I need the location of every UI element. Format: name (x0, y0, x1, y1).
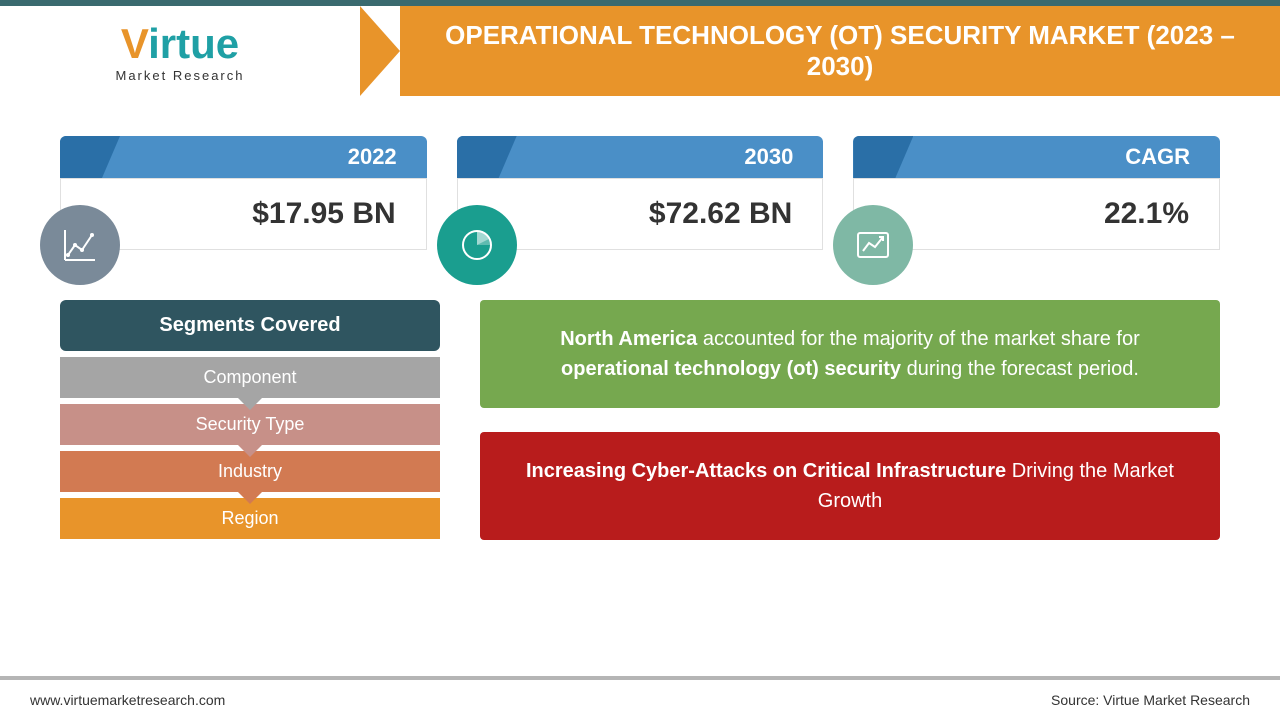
stat-label: CAGR (853, 136, 1220, 178)
segment-item: Industry (60, 451, 440, 492)
logo-area: Virtue Market Research (0, 6, 360, 96)
logo-subtitle: Market Research (116, 68, 245, 83)
line-chart-icon (40, 205, 120, 285)
logo-text: Virtue (121, 20, 239, 68)
footer-url: www.virtuemarketresearch.com (30, 692, 225, 708)
segments-panel: Segments Covered Component Security Type I… (60, 300, 440, 540)
stat-card: 2022$17.95 BN (60, 136, 427, 250)
logo: Virtue Market Research (116, 20, 245, 83)
stat-label: 2022 (60, 136, 427, 178)
pie-chart-icon (437, 205, 517, 285)
callout-box: North America accounted for the majority… (480, 300, 1220, 408)
content-row: Segments Covered Component Security Type I… (0, 280, 1280, 560)
callout-box: Increasing Cyber-Attacks on Critical Inf… (480, 432, 1220, 540)
footer: www.virtuemarketresearch.com Source: Vir… (0, 676, 1280, 720)
growth-chart-icon (833, 205, 913, 285)
segments-header: Segments Covered (60, 300, 440, 351)
stats-row: 2022$17.95 BN 2030$72.62 BN CAGR22.1% (0, 96, 1280, 280)
down-arrow-icon (238, 492, 262, 504)
down-arrow-icon (238, 445, 262, 457)
down-arrow-icon (238, 398, 262, 410)
callouts-panel: North America accounted for the majority… (480, 300, 1220, 540)
stat-label: 2030 (457, 136, 824, 178)
footer-source: Source: Virtue Market Research (1051, 692, 1250, 708)
segment-item: Region (60, 498, 440, 539)
header: Virtue Market Research OPERATIONAL TECHN… (0, 6, 1280, 96)
chevron-right-icon (360, 6, 400, 96)
stat-card: 2030$72.62 BN (457, 136, 824, 250)
segment-item: Security Type (60, 404, 440, 445)
segments-list: Component Security Type Industry Region (60, 357, 440, 539)
segment-item: Component (60, 357, 440, 398)
stat-card: CAGR22.1% (853, 136, 1220, 250)
page-title: OPERATIONAL TECHNOLOGY (OT) SECURITY MAR… (400, 6, 1280, 96)
